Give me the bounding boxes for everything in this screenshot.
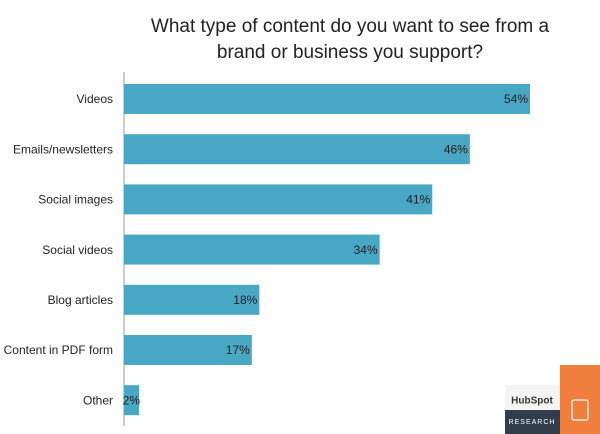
bar [124, 284, 260, 315]
y-tick-label: Emails/newsletters [13, 142, 113, 156]
logo: HubSpot [511, 396, 553, 407]
chart-title: What type of content do you want to see … [150, 16, 550, 63]
label-box [505, 410, 560, 434]
value-label: 34% [354, 243, 378, 257]
y-tick-label: Blog articles [48, 293, 113, 307]
bar [124, 234, 380, 265]
y-tick-label: Videos [77, 92, 113, 106]
value-label: 46% [444, 142, 468, 156]
bar [124, 134, 470, 165]
y-tick-label: Social images [38, 193, 113, 207]
y-tick-label: Content in PDF form [4, 343, 113, 357]
y-tick-label: Other [83, 393, 113, 407]
bar [124, 335, 252, 365]
value-label: 17% [226, 343, 250, 357]
logo-box [505, 385, 560, 410]
research-label: RESEARCH [509, 419, 556, 426]
bar [124, 184, 433, 215]
bar [124, 385, 140, 416]
value-label: 18% [233, 293, 257, 307]
badge-icon [571, 399, 589, 421]
value-label: 2% [123, 393, 141, 407]
value-label: 54% [504, 92, 528, 106]
bar [124, 84, 530, 114]
value-label: 41% [406, 193, 430, 207]
y-tick-label: Social videos [42, 243, 113, 257]
